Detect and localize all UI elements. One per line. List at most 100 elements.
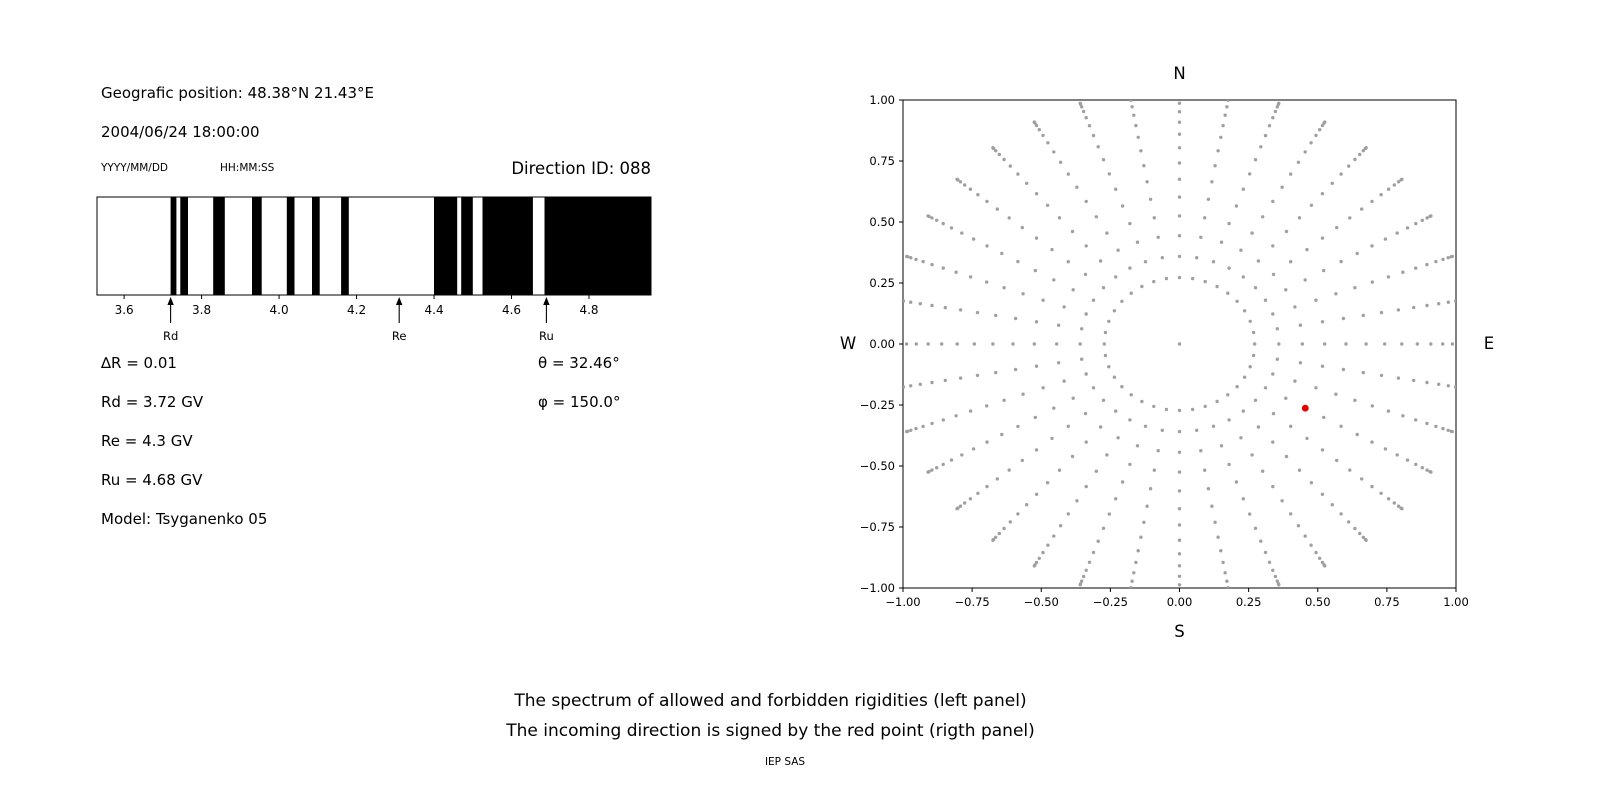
grid-dot bbox=[1320, 320, 1325, 324]
grid-dot bbox=[1314, 298, 1318, 302]
cutoff-arrow-head bbox=[395, 297, 403, 305]
grid-dot bbox=[955, 507, 959, 511]
grid-dot bbox=[1358, 152, 1362, 157]
compass-north-label: N bbox=[1173, 64, 1185, 83]
allowed-band bbox=[434, 197, 458, 295]
grid-dot bbox=[1273, 574, 1278, 579]
grid-dot bbox=[1259, 539, 1263, 543]
grid-dot bbox=[1429, 342, 1433, 346]
grid-dot bbox=[1128, 462, 1132, 467]
grid-dot bbox=[1386, 497, 1391, 501]
grid-dot bbox=[896, 386, 899, 389]
grid-dot bbox=[1450, 342, 1455, 346]
grid-dot bbox=[1083, 272, 1088, 277]
grid-dot bbox=[1178, 90, 1181, 93]
grid-dot bbox=[1259, 145, 1263, 149]
grid-dot bbox=[1128, 94, 1131, 97]
grid-dot bbox=[955, 342, 959, 346]
grid-dot bbox=[1213, 164, 1217, 168]
grid-dot bbox=[1002, 157, 1006, 162]
grid-dot bbox=[1303, 534, 1307, 538]
grid-dot bbox=[1071, 288, 1075, 292]
grid-dot bbox=[1078, 342, 1082, 346]
grid-dot bbox=[1383, 237, 1388, 241]
grid-dot bbox=[1464, 342, 1467, 345]
direction-y-tick-label: 0.00 bbox=[869, 337, 895, 351]
grid-dot bbox=[1271, 199, 1275, 204]
grid-dot bbox=[1293, 305, 1297, 309]
grid-dot bbox=[1364, 146, 1368, 150]
grid-dot bbox=[1034, 123, 1039, 128]
grid-dot bbox=[1211, 424, 1216, 428]
allowed-band bbox=[252, 197, 262, 295]
grid-dot bbox=[1221, 123, 1225, 128]
grid-dot bbox=[1052, 406, 1056, 410]
grid-dot bbox=[968, 497, 973, 501]
direction-x-tick-label: −0.25 bbox=[1093, 595, 1128, 609]
grid-dot bbox=[1297, 216, 1302, 220]
grid-dot bbox=[1227, 94, 1230, 97]
allowed-band bbox=[482, 197, 533, 295]
grid-dot bbox=[1370, 199, 1374, 204]
grid-dot bbox=[1320, 123, 1325, 128]
grid-dot bbox=[1263, 386, 1268, 390]
direction-x-tick-label: 1.00 bbox=[1443, 595, 1469, 609]
grid-dot bbox=[1102, 342, 1106, 346]
grid-dot bbox=[1309, 481, 1314, 485]
grid-dot bbox=[1241, 497, 1245, 501]
grid-dot bbox=[1034, 236, 1039, 240]
grid-dot bbox=[918, 382, 922, 386]
grid-dot bbox=[1219, 444, 1224, 448]
grid-dot bbox=[1096, 539, 1100, 543]
grid-dot bbox=[971, 447, 976, 451]
direction-y-tick-label: 0.75 bbox=[869, 154, 895, 168]
grid-dot bbox=[1177, 177, 1182, 181]
grid-dot bbox=[1271, 372, 1275, 376]
grid-dot bbox=[1177, 101, 1182, 105]
grid-dot bbox=[1128, 266, 1132, 270]
grid-dot bbox=[1459, 386, 1462, 389]
grid-dot bbox=[1289, 260, 1293, 264]
grid-dot bbox=[1128, 221, 1132, 226]
grid-dot bbox=[1241, 187, 1245, 191]
allowed-band bbox=[544, 197, 651, 295]
model-label: Model: Tsyganenko 05 bbox=[101, 510, 268, 528]
grid-dot bbox=[1253, 158, 1258, 162]
grid-dot bbox=[1395, 231, 1399, 235]
grid-dot bbox=[1450, 254, 1454, 259]
grid-dot bbox=[1128, 91, 1131, 94]
grid-dot bbox=[1320, 560, 1325, 565]
grid-dot bbox=[1215, 284, 1219, 289]
grid-dot bbox=[1323, 564, 1327, 568]
grid-dot bbox=[1280, 185, 1284, 189]
grid-dot bbox=[975, 373, 980, 378]
grid-dot bbox=[1334, 292, 1338, 296]
grid-dot bbox=[1087, 124, 1092, 128]
grid-dot bbox=[1318, 128, 1322, 132]
grid-dot bbox=[1395, 453, 1399, 457]
grid-dot bbox=[1075, 185, 1079, 189]
grid-dot bbox=[1405, 226, 1410, 230]
grid-dot bbox=[1135, 444, 1140, 448]
grid-dot bbox=[1251, 353, 1256, 358]
grid-dot bbox=[1084, 244, 1088, 248]
grid-dot bbox=[914, 426, 918, 431]
grid-dot bbox=[1271, 411, 1276, 416]
grid-dot bbox=[1142, 164, 1146, 168]
grid-dot bbox=[1453, 385, 1456, 389]
grid-dot bbox=[1361, 149, 1365, 153]
grid-dot bbox=[1234, 204, 1239, 208]
grid-dot bbox=[1361, 535, 1365, 539]
grid-dot bbox=[1177, 214, 1182, 218]
grid-dot bbox=[1016, 424, 1020, 429]
grid-dot bbox=[1429, 470, 1433, 474]
grid-dot bbox=[1289, 172, 1293, 176]
grid-dot bbox=[1226, 586, 1230, 588]
grid-dot bbox=[1239, 248, 1243, 252]
direction-grid-dots bbox=[896, 90, 1467, 588]
grid-dot bbox=[1177, 450, 1182, 454]
grid-dot bbox=[1011, 342, 1015, 346]
grid-dot bbox=[1309, 543, 1313, 547]
grid-dot bbox=[1139, 149, 1143, 153]
grid-dot bbox=[1261, 215, 1265, 219]
